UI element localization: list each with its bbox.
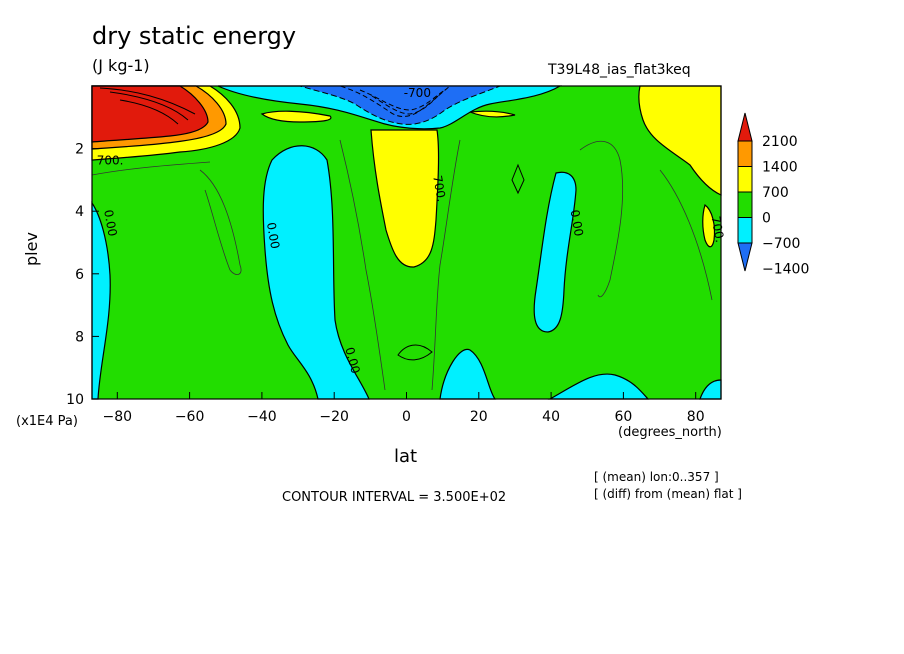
thin-contour-6 bbox=[659, 169, 713, 301]
red-contour-1 bbox=[109, 91, 189, 121]
x-tick-label: 20 bbox=[470, 409, 488, 425]
axes-layer: −80 −60 −40 −20 0 20 40 60 80 2 4 6 8 10 bbox=[66, 85, 722, 425]
x-tick-label: −20 bbox=[319, 409, 349, 425]
x-tick-label: −60 bbox=[175, 409, 205, 425]
contour-label: 700. bbox=[708, 215, 726, 244]
x-axis-label: lat bbox=[394, 446, 418, 467]
y-tick-label: 10 bbox=[66, 392, 84, 408]
colorbar-box bbox=[737, 140, 753, 167]
contour-label: 0.00 bbox=[264, 221, 282, 250]
contour-fill-layer bbox=[91, 85, 722, 400]
region-pos-upper-sliver-2 bbox=[469, 110, 516, 118]
contour-interval: CONTOUR INTERVAL = 3.500E+02 bbox=[282, 490, 507, 505]
colorbar-label: 0 bbox=[762, 211, 771, 227]
y-axis-units: (x1E4 Pa) bbox=[16, 414, 78, 429]
region-neg-north-low-1 bbox=[439, 348, 497, 400]
thin-contour-3 bbox=[339, 139, 386, 391]
y-tick-label: 2 bbox=[75, 142, 84, 158]
x-tick-label: 80 bbox=[687, 409, 705, 425]
colorbar-label: 2100 bbox=[762, 134, 798, 150]
x-tick-label: −40 bbox=[247, 409, 277, 425]
region-neg-north-mid-column bbox=[533, 171, 577, 333]
contour-label: 0.00 bbox=[342, 346, 362, 375]
run-name: T39L48_ias_flat3keq bbox=[548, 62, 691, 78]
y-tick-label: 8 bbox=[75, 329, 84, 345]
region-pos-upper-sliver-1 bbox=[260, 110, 332, 123]
diff-note: [ (diff) from (mean) flat ] bbox=[594, 487, 742, 501]
contour-label: -700 bbox=[404, 86, 431, 100]
lon-mean-note: [ (mean) lon:0..357 ] bbox=[594, 470, 719, 484]
x-tick-label: 40 bbox=[542, 409, 560, 425]
contour-label: 0.00 bbox=[101, 209, 119, 238]
contour-label: 0.00 bbox=[568, 209, 586, 238]
region-pos-north-pole-upper bbox=[638, 85, 722, 196]
region-pos-equatorial-column bbox=[370, 129, 440, 268]
diamond-contour bbox=[511, 163, 525, 195]
equator-lens-contour bbox=[397, 344, 433, 361]
colorbar-box bbox=[737, 191, 753, 218]
dashed-contour-1 bbox=[359, 89, 446, 111]
thin-contour-1 bbox=[199, 169, 242, 275]
y-tick-label: 4 bbox=[75, 204, 84, 220]
x-tick-label: −80 bbox=[103, 409, 133, 425]
contour-label: 700. bbox=[430, 174, 448, 203]
x-tick-label: 60 bbox=[614, 409, 632, 425]
colorbar-label: −700 bbox=[762, 236, 800, 252]
colorbar-box bbox=[737, 217, 753, 244]
red-contour-3 bbox=[99, 87, 196, 115]
thin-contour-2 bbox=[91, 161, 211, 176]
colorbar-label: −1400 bbox=[762, 262, 809, 278]
region-pos-north-pole-small bbox=[702, 204, 716, 248]
contour-label-layer: -700 700. 700. 700. 0.00 0.00 0.00 0.00 bbox=[97, 86, 727, 375]
thin-contour-5 bbox=[579, 140, 624, 298]
chart-title: dry static energy bbox=[92, 22, 297, 50]
colorbar: 2100 1400 700 0 −700 −1400 bbox=[737, 112, 809, 278]
colorbar-bottom-triangle bbox=[737, 242, 753, 272]
red-contour-2 bbox=[119, 99, 179, 125]
x-tick-label: 0 bbox=[402, 409, 411, 425]
region-neg-south-pole-column bbox=[91, 201, 111, 400]
x-axis-units: (degrees_north) bbox=[618, 425, 722, 440]
y-tick-label: 6 bbox=[75, 267, 84, 283]
dashed-contour-2 bbox=[371, 95, 439, 115]
colorbar-label: 1400 bbox=[762, 160, 798, 176]
colorbar-top-triangle bbox=[737, 112, 753, 142]
thin-contour-4 bbox=[431, 139, 461, 391]
contour-label: 700. bbox=[97, 153, 124, 167]
colorbar-label: 700 bbox=[762, 185, 789, 201]
colorbar-box bbox=[737, 166, 753, 193]
chart-units: (J kg-1) bbox=[92, 56, 150, 75]
